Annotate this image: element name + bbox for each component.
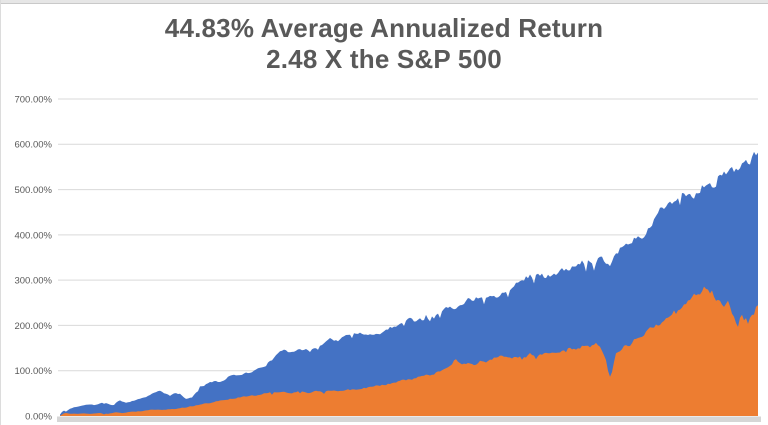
chart-title-line1: 44.83% Average Annualized Return <box>164 13 604 43</box>
x-axis-strip <box>57 416 761 422</box>
y-axis-tick-label: 400.00% <box>14 230 52 241</box>
window-left-edge <box>0 0 1 425</box>
series-orange-area <box>60 286 758 416</box>
window-top-edge <box>0 0 768 4</box>
y-axis-tick-label: 700.00% <box>14 94 52 105</box>
y-axis-tick-label: 100.00% <box>14 366 52 377</box>
chart-title: 44.83% Average Annualized Return 2.48 X … <box>0 13 768 75</box>
y-axis-tick-label: 300.00% <box>14 276 52 287</box>
y-axis-tick-label: 0.00% <box>25 411 52 422</box>
chart-title-line2: 2.48 X the S&P 500 <box>266 44 502 74</box>
y-axis-tick-label: 200.00% <box>14 321 52 332</box>
y-axis-tick-label: 600.00% <box>14 140 52 151</box>
y-axis-tick-label: 500.00% <box>14 185 52 196</box>
